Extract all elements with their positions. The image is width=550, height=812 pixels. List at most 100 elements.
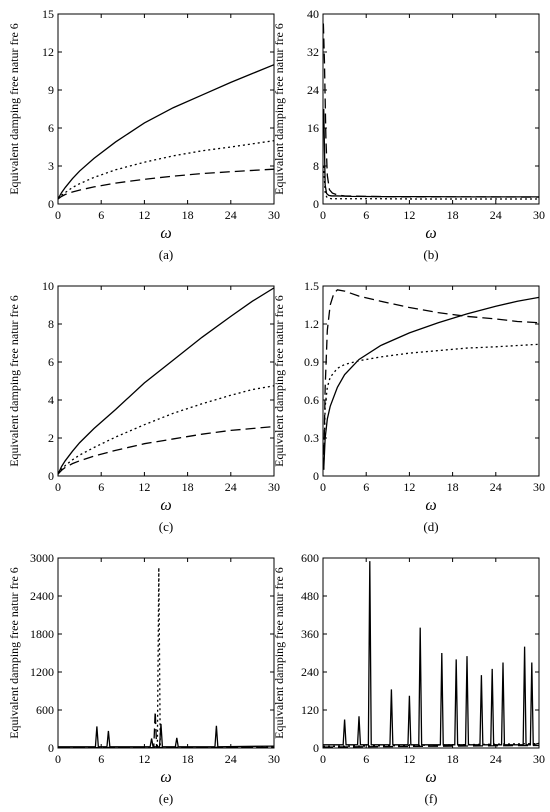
y-tick-label: 600 — [301, 551, 319, 565]
series-line-dashed — [58, 168, 274, 200]
x-tick-label: 30 — [268, 752, 280, 766]
plot-frame — [322, 285, 540, 477]
x-tick-label: 24 — [225, 752, 237, 766]
x-axis-label: ω — [425, 769, 436, 786]
x-tick-label: 24 — [225, 480, 237, 494]
x-tick-label: 30 — [533, 208, 545, 222]
x-tick-label: 0 — [320, 480, 326, 494]
series-line-dotted — [323, 165, 539, 200]
y-tick-label: 0 — [313, 469, 319, 483]
x-tick-label: 24 — [490, 480, 502, 494]
plot-frame — [322, 13, 540, 205]
y-tick-label: 9 — [48, 83, 54, 97]
x-axis-label: ω — [425, 225, 436, 242]
series-line-dotted — [58, 385, 274, 475]
x-tick-label: 12 — [138, 208, 150, 222]
y-tick-label: 120 — [301, 703, 319, 717]
x-tick-label: 0 — [320, 752, 326, 766]
panel-caption: (d) — [423, 519, 438, 534]
y-tick-label: 1.2 — [304, 317, 319, 331]
y-tick-label: 0.3 — [304, 431, 319, 445]
y-tick-label: 2 — [48, 431, 54, 445]
panel-caption: (c) — [159, 519, 173, 534]
y-tick-label: 0 — [48, 197, 54, 211]
y-tick-label: 1800 — [30, 627, 54, 641]
chart-panel: 0 6 12 18 24 30 0 600 1200 1800 2400 3000 ω Equivalen… — [7, 551, 280, 806]
y-axis-label: Equivalent damping free natur fre 6 — [272, 23, 286, 195]
y-tick-label: 12 — [42, 45, 54, 59]
y-tick-label: 1200 — [30, 665, 54, 679]
x-tick-label: 18 — [447, 752, 459, 766]
x-tick-label: 12 — [138, 752, 150, 766]
x-tick-label: 0 — [55, 752, 61, 766]
x-tick-label: 18 — [182, 480, 194, 494]
x-tick-label: 24 — [225, 208, 237, 222]
y-tick-label: 16 — [307, 121, 319, 135]
x-tick-label: 30 — [268, 480, 280, 494]
x-tick-label: 6 — [363, 480, 369, 494]
y-axis-label: Equivalent damping free natur fre 6 — [7, 23, 21, 195]
y-tick-label: 0.6 — [304, 393, 319, 407]
y-tick-label: 0 — [313, 197, 319, 211]
x-tick-label: 12 — [138, 480, 150, 494]
x-tick-label: 0 — [55, 208, 61, 222]
y-tick-label: 480 — [301, 589, 319, 603]
series-line-dashed — [58, 425, 274, 475]
y-tick-label: 0.9 — [304, 355, 319, 369]
x-axis-label: ω — [160, 769, 171, 786]
x-axis-label: ω — [425, 497, 436, 514]
y-tick-label: 0 — [313, 741, 319, 755]
y-tick-label: 24 — [307, 83, 319, 97]
x-tick-label: 6 — [363, 208, 369, 222]
y-tick-label: 10 — [42, 279, 54, 293]
series-line-dashed — [323, 744, 539, 748]
plot-frame — [322, 557, 540, 749]
x-axis-label: ω — [160, 497, 171, 514]
plot-frame — [57, 13, 275, 205]
series-line-dotted — [58, 567, 274, 748]
y-axis-label: Equivalent damping free natur fre 6 — [7, 295, 21, 467]
plot-frame — [57, 285, 275, 477]
panel-caption: (f) — [425, 791, 438, 806]
panel-caption: (e) — [159, 791, 173, 806]
y-tick-label: 32 — [307, 45, 319, 59]
series-line-solid — [58, 64, 274, 200]
x-tick-label: 6 — [363, 752, 369, 766]
series-line-dotted — [58, 140, 274, 200]
panel-caption: (a) — [159, 247, 173, 262]
x-tick-label: 18 — [182, 752, 194, 766]
series-line-dashed — [323, 289, 539, 470]
x-tick-label: 6 — [98, 752, 104, 766]
y-tick-label: 15 — [42, 7, 54, 21]
y-tick-label: 6 — [48, 355, 54, 369]
y-axis-label: Equivalent damping free natur fre 6 — [272, 295, 286, 467]
panel-caption: (b) — [423, 247, 438, 262]
x-tick-label: 12 — [403, 208, 415, 222]
y-tick-label: 40 — [307, 7, 319, 21]
x-tick-label: 6 — [98, 208, 104, 222]
x-tick-label: 30 — [268, 208, 280, 222]
x-tick-label: 18 — [447, 480, 459, 494]
x-tick-label: 12 — [403, 480, 415, 494]
series-line-solid — [58, 723, 274, 748]
x-tick-label: 30 — [533, 480, 545, 494]
y-tick-label: 2400 — [30, 589, 54, 603]
x-tick-label: 24 — [490, 752, 502, 766]
y-tick-label: 600 — [36, 703, 54, 717]
chart-panel: 0 6 12 18 24 30 0 3 6 9 12 15 ω Equivalent damping fr… — [7, 7, 280, 262]
y-tick-label: 0 — [48, 469, 54, 483]
y-tick-label: 8 — [313, 159, 319, 173]
x-tick-label: 18 — [447, 208, 459, 222]
x-tick-label: 0 — [55, 480, 61, 494]
plot-frame — [57, 557, 275, 749]
series-line-solid — [323, 296, 539, 470]
x-tick-label: 6 — [98, 480, 104, 494]
x-tick-label: 30 — [533, 752, 545, 766]
y-tick-label: 3000 — [30, 551, 54, 565]
chart-panel: 0 6 12 18 24 30 0 8 16 24 32 40 ω Equivalent damping … — [272, 7, 545, 262]
series-line-dashed — [58, 711, 274, 748]
series-line-dashed — [323, 23, 539, 198]
y-tick-label: 240 — [301, 665, 319, 679]
